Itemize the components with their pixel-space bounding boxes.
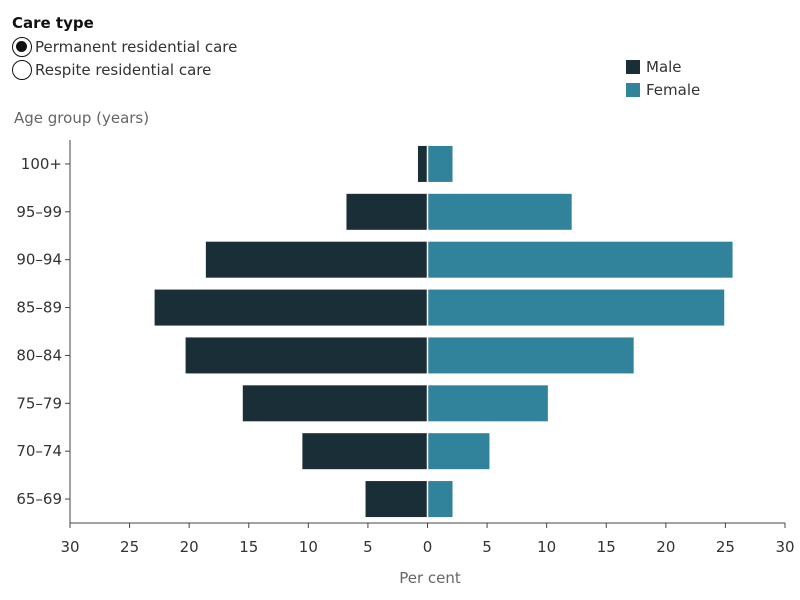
bar-female <box>427 337 634 374</box>
y-tick-label: 100+ <box>21 155 62 173</box>
bar-male <box>242 385 428 422</box>
bar-male <box>205 241 428 278</box>
x-tick-label: 15 <box>597 538 616 556</box>
y-tick-label: 80–84 <box>16 346 62 364</box>
x-tick-label: 15 <box>239 538 258 556</box>
y-tick-label: 75–79 <box>16 394 62 412</box>
radio-option-permanent[interactable]: Permanent residential care <box>12 35 237 58</box>
care-type-filter: Care type Permanent residential care Res… <box>12 14 237 81</box>
bar-female <box>427 193 572 230</box>
x-tick-label: 20 <box>180 538 199 556</box>
legend-swatch-female <box>626 82 640 97</box>
x-tick-label: 25 <box>716 538 735 556</box>
bar-female <box>427 145 453 182</box>
bar-female <box>427 481 453 518</box>
legend-item-female: Female <box>626 78 700 101</box>
y-tick-label: 85–89 <box>16 299 62 317</box>
y-axis-title: Age group (years) <box>14 109 149 127</box>
bar-male <box>417 145 428 182</box>
bar-female <box>427 241 733 278</box>
legend-item-male: Male <box>626 55 700 78</box>
radio-option-respite[interactable]: Respite residential care <box>12 58 237 81</box>
legend-swatch-male <box>626 59 640 74</box>
bar-male <box>302 433 428 470</box>
radio-button-selected-icon[interactable] <box>12 36 32 57</box>
bar-female <box>427 385 548 422</box>
bar-female <box>427 289 725 326</box>
care-type-title: Care type <box>12 14 94 32</box>
x-tick-label: 20 <box>656 538 675 556</box>
bar-male <box>365 481 428 518</box>
legend-label-male: Male <box>646 57 682 76</box>
x-tick-label: 30 <box>60 538 79 556</box>
x-tick-label: 10 <box>299 538 318 556</box>
chart-legend: Male Female <box>626 55 700 101</box>
legend-label-female: Female <box>646 80 701 99</box>
x-tick-label: 10 <box>537 538 556 556</box>
bar-female <box>427 433 490 470</box>
x-axis-title: Per cent <box>399 569 461 587</box>
bar-male <box>154 289 428 326</box>
bars-group <box>154 140 733 523</box>
y-tick-label: 70–74 <box>16 442 62 460</box>
x-tick-label: 25 <box>120 538 139 556</box>
radio-label-respite: Respite residential care <box>35 60 212 79</box>
x-tick-label: 5 <box>363 538 373 556</box>
y-tick-label: 90–94 <box>16 251 62 269</box>
axes-group: 100+ 95–99 90–94 85–89 80–84 75–79 70–74 65–69 3… <box>16 140 795 556</box>
bar-male <box>346 193 428 230</box>
x-tick-label: 0 <box>423 538 433 556</box>
x-tick-label: 5 <box>482 538 492 556</box>
y-tick-label: 95–99 <box>16 203 62 221</box>
radio-button-icon[interactable] <box>12 59 32 80</box>
y-tick-label: 65–69 <box>16 490 62 508</box>
bar-male <box>185 337 428 374</box>
x-tick-label: 30 <box>775 538 794 556</box>
radio-label-permanent: Permanent residential care <box>35 37 238 56</box>
